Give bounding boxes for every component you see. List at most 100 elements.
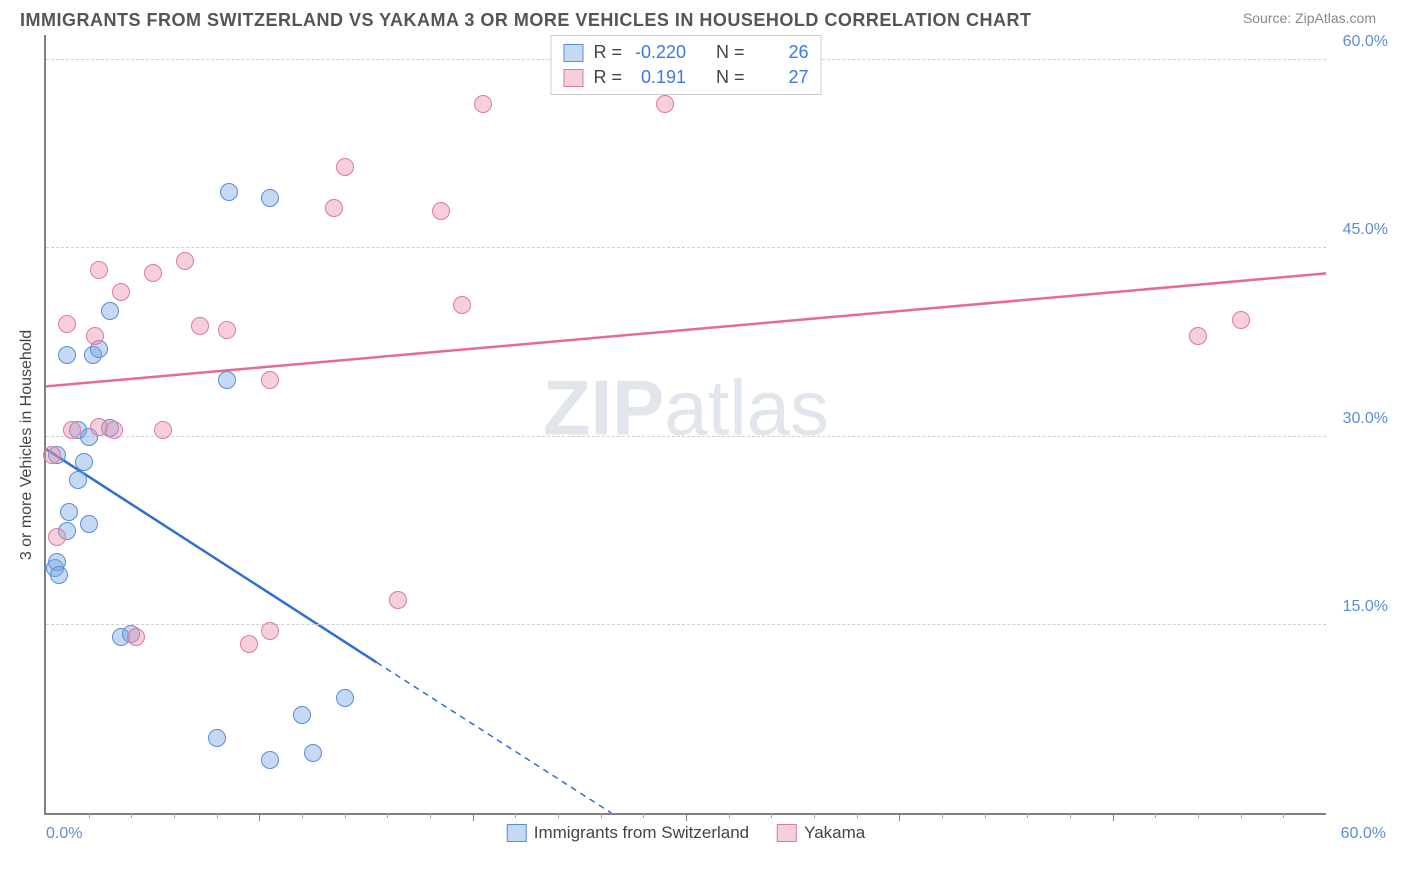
scatter-point <box>80 515 98 533</box>
y-tick-label: 30.0% <box>1343 410 1388 428</box>
regression-line <box>377 662 612 813</box>
correlation-stats-box: R = -0.220 N = 26 R = 0.191 N = 27 <box>550 35 821 95</box>
scatter-point <box>1232 311 1250 329</box>
scatter-point <box>48 528 66 546</box>
scatter-point <box>105 421 123 439</box>
legend-label: Yakama <box>804 823 865 843</box>
x-tick-minor <box>1070 813 1071 818</box>
legend-item: Immigrants from Switzerland <box>507 823 749 843</box>
scatter-point <box>1189 327 1207 345</box>
r-label: R = <box>593 65 622 90</box>
series-swatch <box>777 824 797 842</box>
x-tick-minor <box>558 813 559 818</box>
scatter-point <box>220 183 238 201</box>
y-tick-label: 15.0% <box>1343 598 1388 616</box>
scatter-plot: ZIPatlas R =-0.220N =26R =0.191N =27 Imm… <box>44 35 1326 815</box>
scatter-point <box>60 503 78 521</box>
x-tick-minor <box>601 813 602 818</box>
scatter-point <box>261 189 279 207</box>
y-tick-label: 60.0% <box>1343 33 1388 51</box>
gridline <box>46 624 1326 625</box>
scatter-point <box>43 446 61 464</box>
y-tick-label: 45.0% <box>1343 221 1388 239</box>
scatter-point <box>325 199 343 217</box>
gridline <box>46 436 1326 437</box>
scatter-point <box>63 421 81 439</box>
gridline <box>46 247 1326 248</box>
scatter-point <box>304 744 322 762</box>
y-axis-label: 3 or more Vehicles in Household <box>18 330 36 560</box>
r-value: -0.220 <box>632 40 686 65</box>
n-label: N = <box>716 40 745 65</box>
x-tick-minor <box>217 813 218 818</box>
watermark-bold: ZIP <box>543 364 664 452</box>
scatter-point <box>336 158 354 176</box>
scatter-point <box>293 706 311 724</box>
scatter-point <box>101 302 119 320</box>
scatter-point <box>69 471 87 489</box>
x-tick-major <box>259 813 260 821</box>
scatter-point <box>50 566 68 584</box>
x-axis-min-label: 0.0% <box>46 825 82 843</box>
scatter-point <box>191 317 209 335</box>
n-value: 27 <box>755 65 809 90</box>
x-tick-minor <box>729 813 730 818</box>
r-value: 0.191 <box>632 65 686 90</box>
x-tick-minor <box>643 813 644 818</box>
x-tick-minor <box>1198 813 1199 818</box>
scatter-point <box>75 453 93 471</box>
x-tick-major <box>899 813 900 821</box>
source-name: ZipAtlas.com <box>1295 10 1376 26</box>
scatter-point <box>208 729 226 747</box>
x-tick-minor <box>1241 813 1242 818</box>
x-axis-max-label: 60.0% <box>1341 825 1386 843</box>
series-swatch <box>563 69 583 87</box>
x-tick-minor <box>387 813 388 818</box>
scatter-point <box>261 622 279 640</box>
source-label: Source: <box>1243 10 1295 26</box>
scatter-point <box>336 689 354 707</box>
x-tick-minor <box>1283 813 1284 818</box>
x-tick-minor <box>1155 813 1156 818</box>
x-tick-minor <box>174 813 175 818</box>
scatter-point <box>144 264 162 282</box>
x-tick-minor <box>942 813 943 818</box>
x-tick-minor <box>515 813 516 818</box>
scatter-point <box>90 261 108 279</box>
source-attribution: Source: ZipAtlas.com <box>1243 10 1376 28</box>
watermark: ZIPatlas <box>543 363 829 454</box>
scatter-point <box>240 635 258 653</box>
r-label: R = <box>593 40 622 65</box>
scatter-point <box>453 296 471 314</box>
series-swatch <box>507 824 527 842</box>
scatter-point <box>112 283 130 301</box>
x-tick-minor <box>814 813 815 818</box>
n-label: N = <box>716 65 745 90</box>
x-tick-minor <box>1027 813 1028 818</box>
regression-line <box>46 273 1326 386</box>
x-tick-minor <box>131 813 132 818</box>
scatter-point <box>154 421 172 439</box>
scatter-point <box>58 315 76 333</box>
scatter-point <box>656 95 674 113</box>
legend-item: Yakama <box>777 823 865 843</box>
scatter-point <box>261 751 279 769</box>
x-tick-minor <box>430 813 431 818</box>
scatter-point <box>432 202 450 220</box>
x-tick-minor <box>857 813 858 818</box>
regression-line <box>46 449 377 662</box>
chart-title: IMMIGRANTS FROM SWITZERLAND VS YAKAMA 3 … <box>20 10 1032 31</box>
series-swatch <box>563 44 583 62</box>
n-value: 26 <box>755 40 809 65</box>
stats-row: R = -0.220 N = 26 <box>563 40 808 65</box>
scatter-point <box>218 371 236 389</box>
scatter-point <box>218 321 236 339</box>
regression-lines-layer <box>46 35 1326 813</box>
scatter-point <box>389 591 407 609</box>
scatter-point <box>127 628 145 646</box>
scatter-point <box>261 371 279 389</box>
scatter-point <box>176 252 194 270</box>
x-tick-minor <box>89 813 90 818</box>
series-legend: Immigrants from Switzerland Yakama <box>499 821 874 845</box>
scatter-point <box>58 346 76 364</box>
